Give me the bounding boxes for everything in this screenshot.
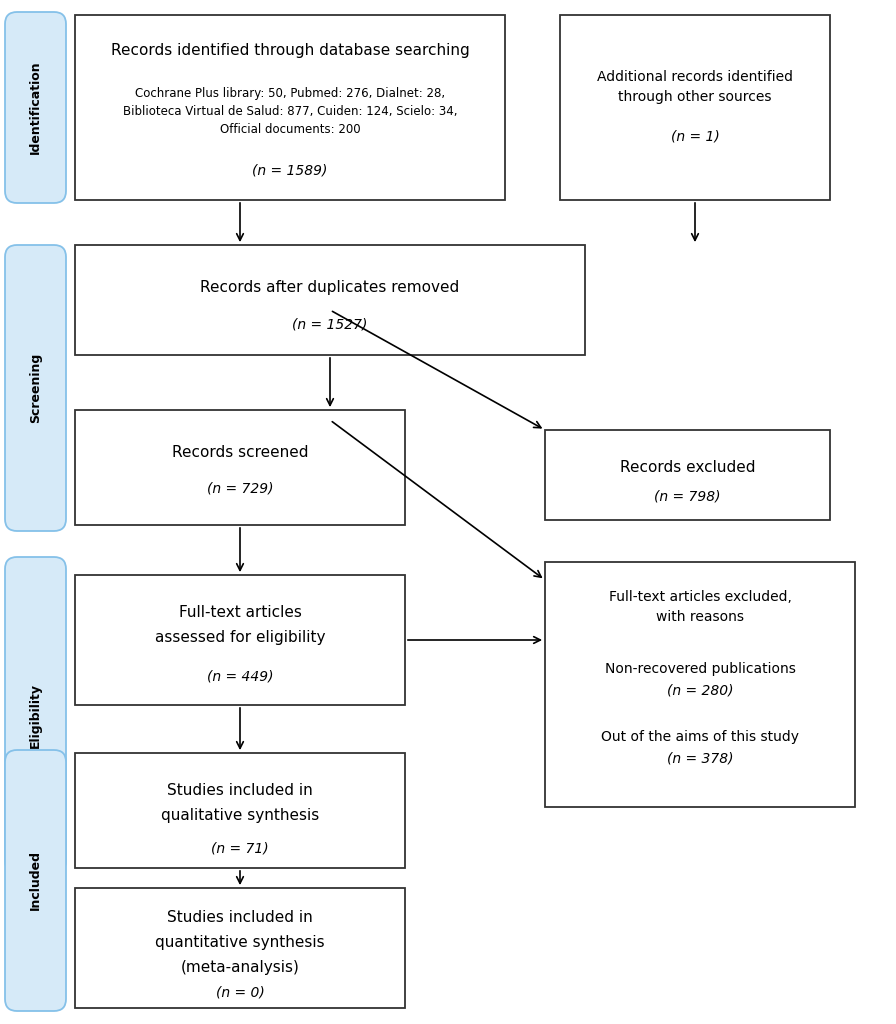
Text: (n = 378): (n = 378) — [667, 752, 733, 766]
Text: (n = 1589): (n = 1589) — [253, 163, 328, 177]
Text: Included: Included — [29, 851, 42, 910]
Text: Studies included in: Studies included in — [168, 783, 313, 798]
Text: Studies included in: Studies included in — [168, 910, 313, 925]
Text: (n = 798): (n = 798) — [654, 490, 720, 504]
Text: Records identified through database searching: Records identified through database sear… — [110, 43, 470, 58]
Text: Full-text articles excluded,: Full-text articles excluded, — [608, 590, 791, 604]
Bar — [75, 410, 405, 525]
FancyBboxPatch shape — [5, 12, 66, 203]
Text: Full-text articles: Full-text articles — [178, 605, 301, 620]
Bar — [75, 888, 405, 1008]
Text: Screening: Screening — [29, 353, 42, 423]
Text: assessed for eligibility: assessed for eligibility — [155, 630, 325, 645]
Text: Eligibility: Eligibility — [29, 683, 42, 748]
Text: Out of the aims of this study: Out of the aims of this study — [601, 730, 799, 744]
Text: (n = 449): (n = 449) — [207, 670, 273, 684]
Text: Official documents: 200: Official documents: 200 — [220, 123, 360, 136]
Text: qualitative synthesis: qualitative synthesis — [161, 808, 319, 823]
FancyBboxPatch shape — [5, 245, 66, 531]
Text: (n = 1): (n = 1) — [670, 130, 719, 144]
Text: (n = 0): (n = 0) — [216, 986, 264, 1000]
Text: Records excluded: Records excluded — [620, 460, 755, 475]
Bar — [545, 562, 855, 807]
FancyBboxPatch shape — [5, 750, 66, 1011]
Text: (n = 729): (n = 729) — [207, 482, 273, 496]
Text: (n = 71): (n = 71) — [211, 841, 269, 855]
Text: Records screened: Records screened — [172, 445, 308, 460]
Text: Identification: Identification — [29, 60, 42, 155]
Text: Non-recovered publications: Non-recovered publications — [605, 662, 796, 676]
Bar — [545, 430, 830, 520]
Text: (meta-analysis): (meta-analysis) — [181, 961, 299, 975]
Text: Cochrane Plus library: 50, Pubmed: 276, Dialnet: 28,: Cochrane Plus library: 50, Pubmed: 276, … — [135, 87, 445, 100]
Bar — [560, 15, 830, 200]
FancyBboxPatch shape — [5, 557, 66, 873]
Text: quantitative synthesis: quantitative synthesis — [155, 935, 325, 950]
Text: with reasons: with reasons — [656, 610, 744, 624]
Text: Records after duplicates removed: Records after duplicates removed — [201, 280, 460, 295]
Text: through other sources: through other sources — [618, 90, 771, 104]
Text: Biblioteca Virtual de Salud: 877, Cuiden: 124, Scielo: 34,: Biblioteca Virtual de Salud: 877, Cuiden… — [123, 105, 457, 118]
Bar — [75, 245, 585, 355]
Bar — [75, 753, 405, 868]
Text: (n = 280): (n = 280) — [667, 684, 733, 698]
Bar — [75, 575, 405, 705]
Text: Additional records identified: Additional records identified — [597, 70, 793, 84]
Text: (n = 1527): (n = 1527) — [292, 317, 367, 331]
Bar — [75, 15, 505, 200]
